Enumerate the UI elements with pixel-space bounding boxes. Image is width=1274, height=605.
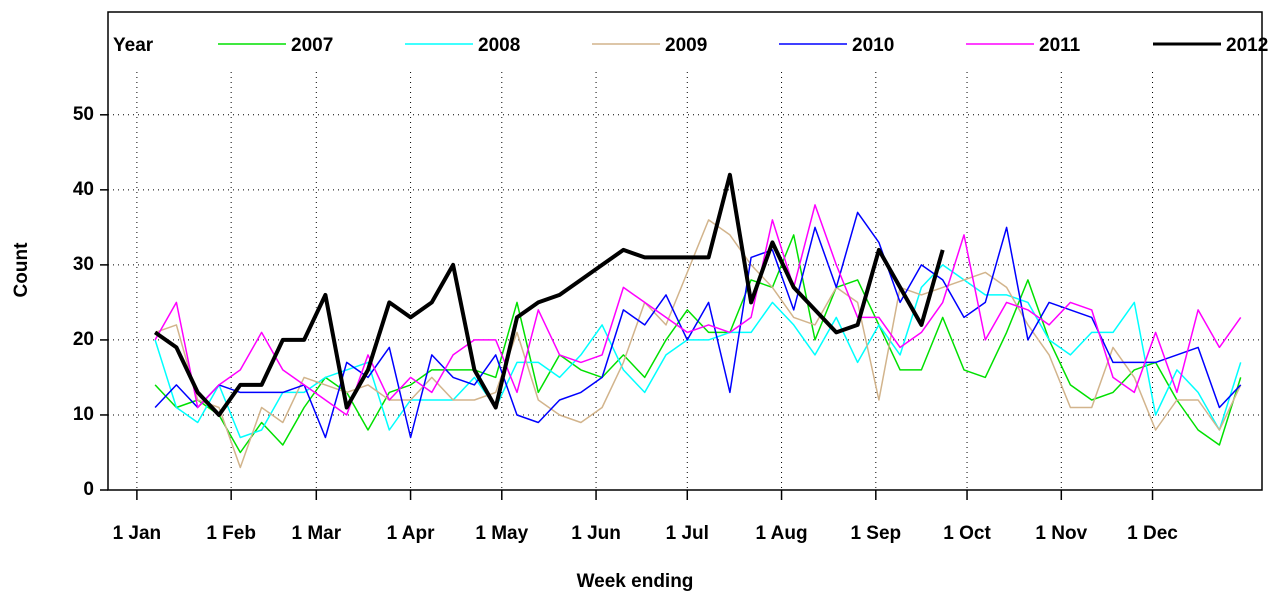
x-tick-label: 1 Apr [387,523,435,544]
x-tick-label: 1 Sep [850,523,901,544]
x-tick-label: 1 Dec [1127,523,1178,544]
legend-title: Year [113,35,154,56]
legend-label: 2011 [1039,35,1081,56]
legend-label: 2012 [1226,35,1268,56]
legend-label: 2010 [852,35,894,56]
series-line [154,219,1242,469]
x-axis-label: Week ending [577,571,694,592]
y-tick-label: 40 [73,179,94,200]
series-line [154,211,1242,439]
legend-label: 2007 [291,35,333,56]
x-tick-label: 1 Jan [113,523,162,544]
series-line [153,172,945,417]
x-tick-label: 1 Feb [206,523,256,544]
x-tick-label: 1 May [475,523,528,544]
y-tick-label: 10 [73,404,94,425]
legend-label: 2009 [665,35,707,56]
y-axis-label: Count [11,242,32,298]
plot-frame [107,11,1263,491]
y-tick-label: 30 [73,254,94,275]
x-tick-label: 1 Aug [756,523,808,544]
x-tick-label: 1 Jun [571,523,621,544]
series-line [154,204,1242,416]
legend-label: 2008 [478,35,520,56]
series-line [154,264,1242,439]
x-tick-label: 1 Jul [666,523,709,544]
x-tick-label: 1 Nov [1035,523,1087,544]
y-tick-label: 20 [73,329,94,350]
y-tick-label: 0 [83,479,94,500]
y-tick-label: 50 [73,104,94,125]
x-tick-label: 1 Oct [943,523,991,544]
x-tick-label: 1 Mar [291,523,341,544]
